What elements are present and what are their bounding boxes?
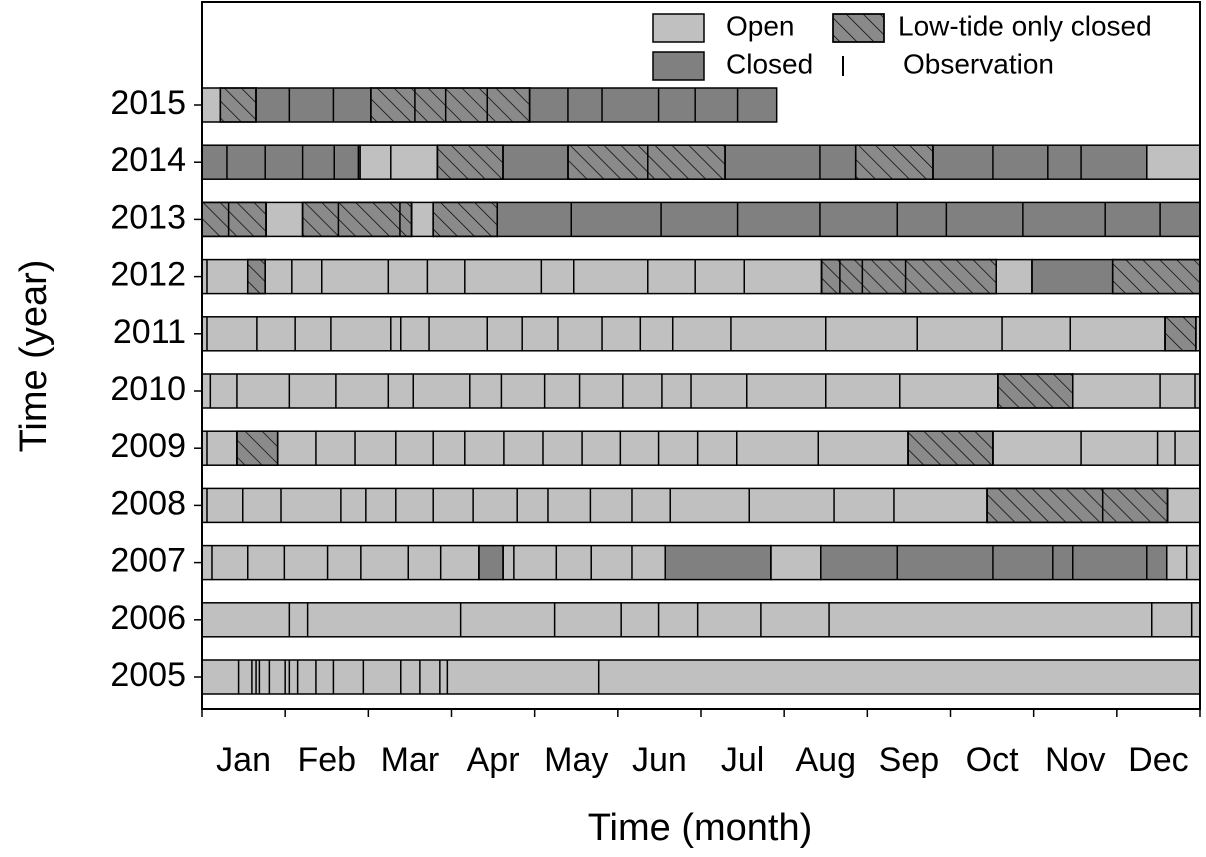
x-axis-label: Time (month) [588, 807, 813, 849]
state-segment [201, 144, 361, 180]
month-label: Mar [381, 741, 440, 779]
hatch-overlay [246, 258, 266, 295]
month-label: Dec [1128, 741, 1188, 779]
plot-area [201, 87, 1201, 695]
state-segment [201, 602, 1201, 638]
y-tick-label: 2014 [110, 141, 186, 179]
state-segment [201, 659, 1201, 695]
legend-label: Closed [726, 48, 813, 79]
state-segment [1165, 544, 1201, 581]
legend-label: Low-tide only closed [898, 10, 1152, 41]
state-segment [201, 373, 999, 409]
month-label: Jan [216, 741, 271, 779]
state-segment [264, 258, 823, 295]
hatch-overlay [219, 87, 257, 123]
state-segment [410, 201, 434, 238]
state-segment [502, 144, 569, 180]
state-segment [770, 544, 822, 581]
y-tick-label: 2007 [110, 542, 186, 580]
state-segment [932, 144, 1148, 180]
state-segment [201, 258, 249, 295]
state-segment [528, 87, 778, 123]
y-tick-label: 2005 [110, 656, 186, 694]
state-segment [820, 544, 1168, 581]
y-tick-label: 2012 [110, 256, 186, 294]
legend-hatch [832, 13, 885, 43]
month-label: Sep [879, 741, 940, 779]
hatch-overlay [432, 201, 498, 238]
legend-label: Observation [903, 48, 1054, 79]
hatch-overlay [1111, 258, 1201, 295]
month-label: May [544, 741, 608, 779]
y-tick-label: 2015 [110, 84, 186, 122]
month-label: Feb [297, 741, 356, 779]
state-segment [265, 201, 304, 238]
legend-label: Open [726, 10, 795, 41]
state-segment [502, 544, 666, 581]
state-segment [359, 144, 439, 180]
hatch-overlay [986, 487, 1169, 524]
hatch-overlay [567, 144, 726, 180]
month-label: Aug [796, 741, 857, 779]
y-tick-label: 2009 [110, 427, 186, 465]
state-segment [201, 544, 480, 581]
hatch-overlay [820, 258, 997, 295]
state-segment [201, 487, 988, 524]
state-segment [995, 258, 1033, 295]
hatch-overlay [1164, 316, 1197, 352]
hatch-overlay [301, 201, 413, 238]
y-axis-label: Time (year) [13, 260, 55, 453]
legend-swatch [652, 13, 705, 43]
month-label: Nov [1045, 741, 1105, 779]
hatch-overlay [854, 144, 934, 180]
state-segment [478, 544, 504, 581]
month-label: Apr [467, 741, 520, 779]
state-segment [1031, 258, 1114, 295]
state-segment [276, 430, 909, 466]
month-label: Oct [966, 741, 1019, 779]
y-tick-label: 2011 [113, 313, 186, 351]
hatch-overlay [907, 430, 994, 466]
state-segment [201, 430, 238, 466]
state-segment [1146, 144, 1201, 180]
state-segment [255, 87, 372, 123]
state-segment [201, 87, 222, 123]
hatch-overlay [201, 201, 267, 238]
y-tick-label: 2013 [110, 198, 186, 236]
state-segment [1166, 487, 1201, 524]
state-segment [664, 544, 772, 581]
hatch-overlay [436, 144, 504, 180]
legend-swatch [652, 51, 705, 81]
state-segment [201, 316, 1166, 352]
state-segment [992, 430, 1201, 466]
month-label: Jul [721, 741, 764, 779]
hatch-overlay [236, 430, 279, 466]
y-tick-label: 2006 [110, 599, 186, 637]
state-segment [496, 201, 1201, 238]
state-segment [724, 144, 857, 180]
month-label: Jun [632, 741, 687, 779]
hatch-overlay [370, 87, 531, 123]
y-tick-label: 2010 [110, 370, 186, 408]
state-segment [1072, 373, 1201, 409]
hatch-overlay [997, 373, 1074, 409]
y-tick-label: 2008 [110, 484, 186, 522]
